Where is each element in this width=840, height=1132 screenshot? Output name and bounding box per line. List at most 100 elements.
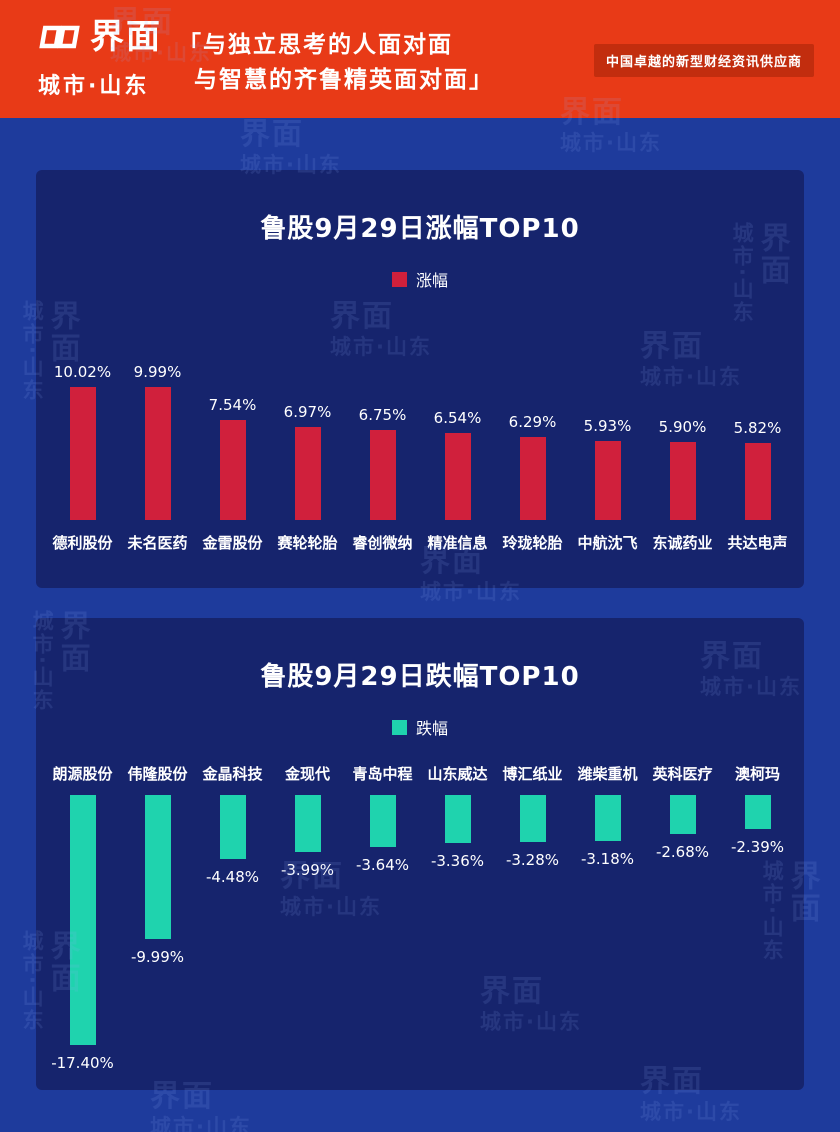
value-label: 5.93% (583, 417, 632, 435)
bar (144, 795, 171, 939)
bar (519, 437, 546, 520)
category-label: 博汇纸业 (502, 765, 563, 783)
losers-card: 鲁股9月29日跌幅TOP10 跌幅 朗源股份 -17.40% 伟隆股份 -9.99% 金… (36, 618, 804, 1090)
losers-legend-label: 跌幅 (415, 719, 448, 738)
bar (444, 433, 471, 520)
category-label: 东诚药业 (652, 534, 713, 552)
category-label: 未名医药 (127, 534, 188, 552)
gainers-title: 鲁股9月29日涨幅TOP10 (260, 214, 580, 244)
losers-legend-swatch (391, 719, 407, 735)
chart-column: 6.97% 赛轮轮胎 (271, 341, 344, 553)
chart-column: 澳柯玛 -2.39% (721, 763, 794, 1099)
value-label: 7.54% (208, 396, 257, 414)
category-label: 中航沈飞 (577, 534, 638, 552)
bar (219, 420, 246, 520)
watermark-sub-text: 城市·山东 (640, 1099, 742, 1124)
value-label: 5.90% (658, 418, 707, 436)
value-label: 9.99% (133, 363, 182, 381)
jiemian-logo-icon (38, 23, 82, 51)
category-label: 潍柴重机 (577, 765, 638, 783)
bar (594, 795, 621, 841)
chart-column: 英科医疗 -2.68% (646, 763, 719, 1099)
quote-line-1: 「与独立思考的人面对面 (178, 32, 453, 58)
value-label: -3.28% (505, 851, 560, 869)
category-label: 山东威达 (427, 765, 488, 783)
chart-column: 6.54% 精准信息 (421, 341, 494, 553)
chart-column: 伟隆股份 -9.99% (121, 763, 194, 1099)
category-label: 共达电声 (727, 534, 788, 552)
chart-column: 5.93% 中航沈飞 (571, 341, 644, 553)
watermark-logo-text: 界面 (240, 117, 304, 152)
category-label: 赛轮轮胎 (277, 534, 338, 552)
category-label: 朗源股份 (52, 765, 113, 783)
chart-column: 朗源股份 -17.40% (46, 763, 119, 1099)
brand-region-label: 城市·山东 (38, 74, 150, 99)
chart-column: 金晶科技 -4.48% (196, 763, 269, 1099)
category-label: 金晶科技 (202, 765, 263, 783)
value-label: -3.64% (355, 856, 410, 874)
chart-column: 7.54% 金雷股份 (196, 341, 269, 553)
bar (444, 795, 471, 843)
value-label: -3.36% (430, 852, 485, 870)
category-label: 精准信息 (427, 534, 488, 552)
category-label: 澳柯玛 (734, 765, 780, 783)
value-label: -17.40% (51, 1054, 114, 1072)
value-label: 6.75% (358, 406, 407, 424)
losers-legend: 跌幅 (36, 715, 804, 739)
header-quote: 「与独立思考的人面对面 与智慧的齐鲁精英面对面」 (178, 28, 494, 97)
category-label: 金现代 (284, 765, 330, 783)
value-label: -4.48% (205, 868, 260, 886)
chart-column: 10.02% 德利股份 (46, 341, 119, 553)
category-label: 金雷股份 (202, 534, 263, 552)
bar (69, 795, 96, 1045)
quote-line-2: 与智慧的齐鲁精英面对面」 (194, 66, 494, 93)
chart-column: 青岛中程 -3.64% (346, 763, 419, 1099)
chart-column: 9.99% 未名医药 (121, 341, 194, 553)
bar (519, 795, 546, 842)
tagline-ribbon: 中国卓越的新型财经资讯供应商 (593, 44, 814, 77)
watermark-sub-text: 城市·山东 (560, 130, 662, 155)
bar (369, 795, 396, 847)
losers-bar-chart: 朗源股份 -17.40% 伟隆股份 -9.99% 金晶科技 -4.48% 金现代 -3.99%… (36, 763, 804, 1099)
gainers-card: 鲁股9月29日涨幅TOP10 涨幅 10.02% 德利股份 9.99% 未名医药 7.5… (36, 170, 804, 588)
chart-column: 博汇纸业 -3.28% (496, 763, 569, 1099)
chart-column: 潍柴重机 -3.18% (571, 763, 644, 1099)
header-banner: 界面 城市·山东 「与独立思考的人面对面 与智慧的齐鲁精英面对面」 中国卓越的新… (0, 0, 840, 118)
gainers-bar-chart: 10.02% 德利股份 9.99% 未名医药 7.54% 金雷股份 6.97% 赛轮轮胎 6.7… (36, 341, 804, 553)
category-label: 玲珑轮胎 (502, 534, 563, 552)
brand-name: 界面 (90, 17, 162, 57)
chart-column: 5.90% 东诚药业 (646, 341, 719, 553)
chart-column: 5.82% 共达电声 (721, 341, 794, 553)
value-label: -3.18% (580, 850, 635, 868)
bar (594, 441, 621, 520)
gainers-legend-label: 涨幅 (415, 271, 448, 290)
value-label: -2.68% (655, 843, 710, 861)
category-label: 英科医疗 (652, 765, 713, 783)
brand-logo: 界面 (38, 20, 162, 54)
chart-column: 6.29% 玲珑轮胎 (496, 341, 569, 553)
losers-title: 鲁股9月29日跌幅TOP10 (260, 662, 580, 692)
value-label: 5.82% (733, 419, 782, 437)
gainers-legend-swatch (391, 271, 407, 287)
brand-watermark: 界面城市·山东 (240, 117, 342, 177)
gainers-legend: 涨幅 (36, 267, 804, 291)
value-label: 6.54% (433, 409, 482, 427)
bar (69, 387, 96, 520)
bar (669, 442, 696, 520)
category-label: 伟隆股份 (127, 765, 188, 783)
value-label: 6.29% (508, 413, 557, 431)
value-label: 10.02% (53, 363, 112, 381)
watermark-sub-text: 城市·山东 (150, 1114, 252, 1132)
category-label: 德利股份 (52, 534, 113, 552)
value-label: 6.97% (283, 403, 332, 421)
category-label: 青岛中程 (352, 765, 413, 783)
bar (744, 443, 771, 520)
bar (744, 795, 771, 829)
bar (294, 427, 321, 520)
chart-column: 6.75% 睿创微纳 (346, 341, 419, 553)
value-label: -9.99% (130, 948, 185, 966)
category-label: 睿创微纳 (352, 534, 413, 552)
value-label: -2.39% (730, 838, 785, 856)
chart-column: 金现代 -3.99% (271, 763, 344, 1099)
